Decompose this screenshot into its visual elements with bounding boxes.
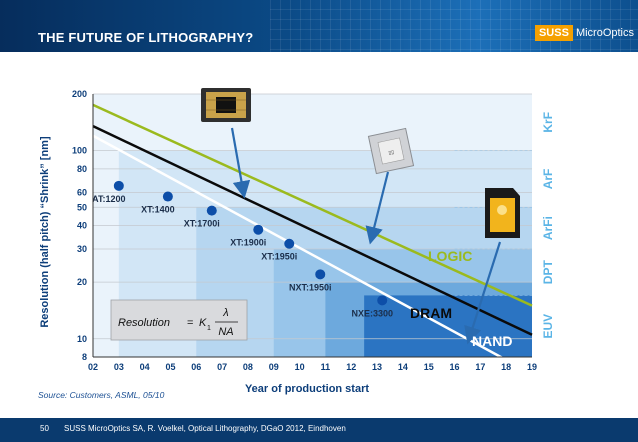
y-tick-label-0: 200 [72,89,87,99]
y-axis-label: Resolution (half pitch) “Shrink” [nm] [39,136,51,328]
x-tick-label-17: 19 [527,362,537,372]
y-tick-label-1: 100 [72,146,87,156]
scanner-label-0: AT:1200 [92,194,125,204]
brand-logo: SUSS MicroOptics [534,24,634,42]
scanner-point-1 [162,191,173,202]
y-tick-label-9: 8 [82,352,87,362]
scanner-point-6 [377,295,388,306]
series-label-logic: LOGIC [428,248,472,264]
process-region-shade-4 [364,295,532,357]
scanner-label-2: XT:1700i [184,219,220,229]
x-tick-label-15: 17 [475,362,485,372]
x-tick-label-5: 07 [217,362,227,372]
arrow-to-logic-cpu [230,127,251,199]
formula-k-subscript: 1 [207,325,211,332]
scanner-point-4 [284,238,295,249]
x-tick-label-13: 15 [424,362,434,372]
scanner-point-0 [113,180,124,191]
series-label-nand: NAND [472,333,512,349]
region-label-krf: KrF [541,112,555,133]
y-tick-label-5: 40 [77,221,87,231]
series-line-logic [92,103,533,307]
region-label-euv: EUV [541,314,555,339]
cpu-chip-icon [201,88,251,122]
header-wafer-pattern [270,0,638,52]
formula-equals: = [187,317,193,329]
scanner-label-1: XT:1400 [141,205,175,215]
scanner-label-6: NXE:3300 [351,308,393,318]
y-tick-label-4: 50 [77,202,87,212]
sd-card-icon [485,188,520,238]
scanner-point-3 [253,224,264,235]
lithography-roadmap-chart: KrF ArF ArFi DPT EUV AT:1200 XT:1400 XT:1700i X… [38,88,555,400]
processor-package-icon: ▯▯ [367,127,415,175]
brand-name: MicroOptics [575,27,634,39]
x-tick-label-0: 02 [88,362,98,372]
x-tick-label-11: 13 [372,362,382,372]
y-tick-label-6: 30 [77,244,87,254]
x-tick-label-6: 08 [243,362,253,372]
x-tick-label-16: 18 [501,362,511,372]
x-tick-label-9: 11 [321,362,331,372]
x-tick-label-7: 09 [269,362,279,372]
page-number: 50 [40,424,49,433]
brand-logo-mark: SUSS [534,25,573,41]
y-tick-label-8: 10 [77,334,87,344]
x-tick-label-2: 04 [140,362,150,372]
resolution-formula: Resolution = K 1 λ NA [110,299,248,341]
series-line-nand [92,134,533,376]
x-tick-label-12: 14 [398,362,408,372]
svg-text:▯▯: ▯▯ [388,149,395,156]
y-tick-label-7: 20 [77,277,87,287]
x-tick-label-1: 03 [114,362,124,372]
source-note: Source: Customers, ASML, 05/10 [38,390,165,400]
x-tick-label-3: 05 [165,362,175,372]
scanner-label-5: NXT:1950i [289,282,332,292]
arrow-to-logic-processor [365,171,390,245]
y-tick-label-3: 60 [77,187,87,197]
formula-numerator: λ [222,307,228,319]
region-label-arf: ArF [541,169,555,190]
x-tick-label-8: 10 [295,362,305,372]
x-axis-label: Year of production start [245,383,369,395]
slide-header: THE FUTURE OF LITHOGRAPHY? SUSS MicroOpt… [0,0,638,52]
x-tick-label-4: 06 [191,362,201,372]
scanner-point-2 [206,205,217,216]
slide-footer: 50 SUSS MicroOptics SA, R. Voelkel, Opti… [0,418,638,442]
y-tick-label-2: 80 [77,164,87,174]
scanner-point-5 [315,269,326,280]
series-label-dram: DRAM [410,305,452,321]
footer-text: SUSS MicroOptics SA, R. Voelkel, Optical… [64,424,346,433]
region-label-dpt: DPT [541,260,555,285]
series-line-dram [92,124,533,336]
slide-title: THE FUTURE OF LITHOGRAPHY? [38,30,254,45]
formula-k: K [199,317,207,329]
x-tick-label-10: 12 [346,362,356,372]
region-label-arfi: ArFi [541,216,555,240]
x-tick-label-14: 16 [450,362,460,372]
scanner-label-4: XT:1950i [261,252,297,262]
formula-denominator: NA [218,326,233,338]
formula-lhs: Resolution [118,317,170,329]
scanner-label-3: XT:1900i [230,238,266,248]
arrow-to-nand-card [464,241,502,345]
